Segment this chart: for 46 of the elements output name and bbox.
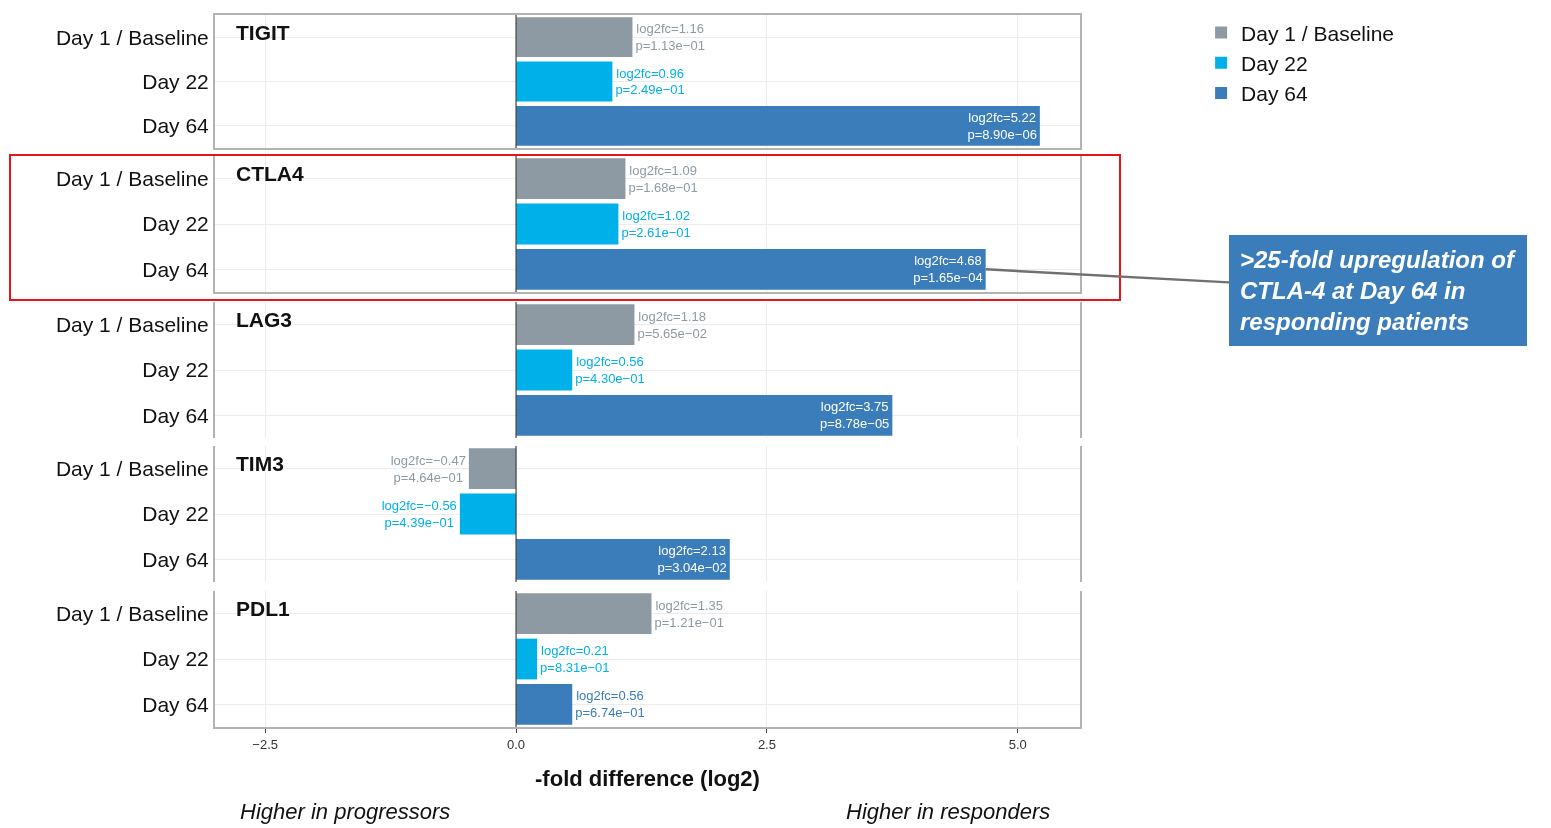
data-label: log2fc=3.75 p=8.78e−05 [819,399,890,432]
data-label: log2fc=0.21 p=8.31e−01 [540,643,610,675]
y-tick-label: Day 64 [142,547,210,571]
data-label: log2fc=−0.47 p=4.64e−01 [390,452,466,485]
y-tick-label: Day 1 / Baseline [55,313,209,337]
data-label: log2fc=1.18 p=5.65e−02 [637,308,707,341]
y-tick-label: Day 64 [142,403,210,427]
chart-title: PDL1 [236,597,290,620]
data-label: log2fc=1.16 p=1.13e−01 [635,21,705,54]
data-label: log2fc=1.09 p=1.68e−01 [628,162,698,195]
legend-label: Day 64 [1241,82,1308,106]
y-tick-label: Day 22 [142,358,209,382]
x-axis-title: -fold difference (log2) [535,766,760,791]
y-tick-label: Day 64 [142,692,210,716]
legend-label: Day 1 / Baseline [1241,21,1395,45]
data-label: log2fc=4.68 p=1.65e−04 [913,253,983,286]
y-tick-label: Day 22 [142,69,209,93]
y-tick-label: Day 22 [142,502,209,526]
chart-title: CTLA4 [236,162,304,185]
x-tick-label: −2.5 [252,736,279,752]
y-tick-label: Day 22 [142,212,209,236]
data-label: log2fc=0.96 p=2.49e−01 [615,65,685,98]
data-label: log2fc=1.35 p=1.21e−01 [654,597,724,630]
data-label: log2fc=1.02 p=2.61e−01 [621,208,691,240]
legend-label: Day 22 [1241,51,1308,75]
y-tick-label: Day 1 / Baseline [55,602,209,626]
chart-title: TIM3 [236,452,284,475]
y-tick-label: Day 22 [142,647,209,671]
data-label: log2fc=2.13 p=3.04e−02 [657,543,727,576]
y-tick-label: Day 1 / Baseline [55,457,209,481]
y-tick-label: Day 1 / Baseline [55,167,209,191]
data-label: log2fc=0.56 p=4.30e−01 [575,354,645,386]
data-label: log2fc=0.56 p=6.74e−01 [575,688,645,721]
y-tick-label: Day 64 [142,257,210,281]
x-tick-label: 0.0 [507,736,526,752]
data-label: log2fc=5.22 p=8.90e−06 [967,109,1037,142]
text: Higher in progressors [240,799,451,824]
data-label: log2fc=−0.56 p=4.39e−01 [381,498,457,530]
chart-title: LAG3 [236,308,293,331]
x-tick-label: 2.5 [757,736,776,752]
annotation: >25-fold upregulation of CTLA-4 at Day 64 in responding patients [1240,246,1516,336]
y-tick-label: Day 64 [142,114,210,138]
chart-title: TIGIT [236,21,290,44]
y-tick-label: Day 1 / Baseline [55,25,209,49]
x-tick-label: 5.0 [1008,736,1027,752]
text: Higher in responders [846,799,1051,824]
